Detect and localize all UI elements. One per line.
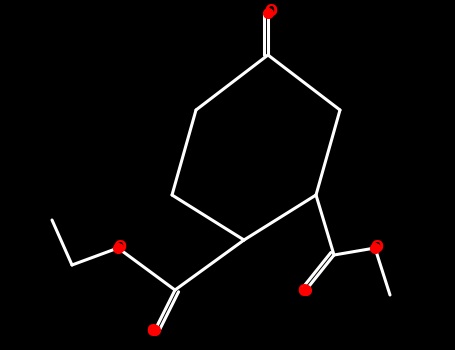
Text: O: O — [113, 239, 126, 254]
Text: O: O — [264, 4, 278, 19]
Text: O: O — [147, 324, 160, 339]
Text: O: O — [298, 285, 310, 300]
Text: O: O — [370, 239, 384, 254]
